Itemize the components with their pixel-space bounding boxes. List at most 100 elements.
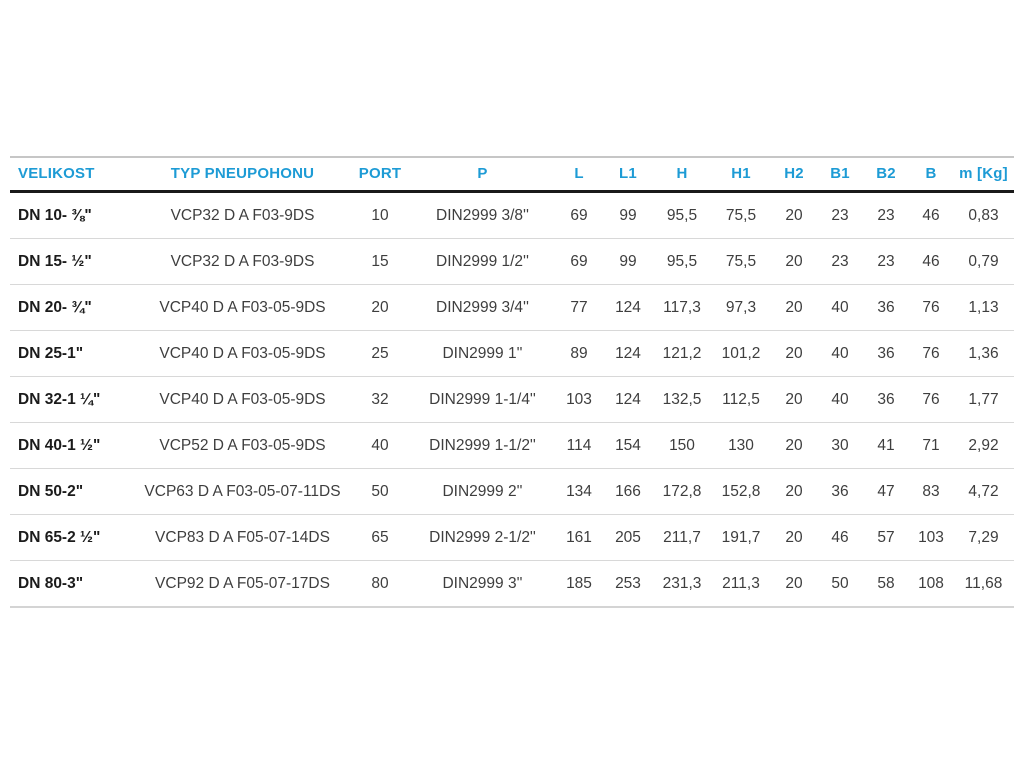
cell-p-row6: DIN2999 1-1/2'' [410, 422, 555, 469]
cell-b1-row4: 40 [817, 330, 863, 377]
cell-typ_pneupohonu-row7: VCP63 D A F03-05-07-11DS [135, 468, 350, 515]
cell-h1-row4: 101,2 [711, 330, 771, 377]
cell-l-row3: 77 [555, 284, 603, 331]
table-row-8: DN 65-2 ½" VCP83 D A F05-07-14DS 65 DIN2999… [10, 514, 1014, 561]
cell-b2-row6: 41 [863, 422, 909, 469]
cell-h-row6: 150 [653, 422, 711, 469]
cell-b-row8: 103 [909, 514, 953, 561]
cell-port-row6: 40 [350, 422, 410, 469]
cell-b1-row7: 36 [817, 468, 863, 515]
cell-b-row7: 83 [909, 468, 953, 515]
cell-h-row1: 95,5 [653, 191, 711, 239]
cell-h-row5: 132,5 [653, 376, 711, 423]
cell-l1-row2: 99 [603, 238, 653, 285]
cell-h2-row5: 20 [771, 376, 817, 423]
cell-h1-row7: 152,8 [711, 468, 771, 515]
cell-l1-row9: 253 [603, 560, 653, 608]
cell-port-row4: 25 [350, 330, 410, 377]
cell-l-row7: 134 [555, 468, 603, 515]
cell-h1-row2: 75,5 [711, 238, 771, 285]
column-header-b2: B2 [863, 156, 909, 193]
column-header-h: H [653, 156, 711, 193]
cell-m-row3: 1,13 [953, 284, 1014, 331]
cell-h2-row7: 20 [771, 468, 817, 515]
cell-b-row3: 76 [909, 284, 953, 331]
table-row-3: DN 20- ¾" VCP40 D A F03-05-9DS 20 DIN2999 3… [10, 284, 1014, 331]
cell-h1-row1: 75,5 [711, 191, 771, 239]
cell-port-row2: 15 [350, 238, 410, 285]
valve-actuator-spec-table-container: VELIKOST TYP PNEUPOHONU PORT P L L1 H H1 H2 B1 B2 B… [10, 156, 1014, 608]
cell-typ_pneupohonu-row1: VCP32 D A F03-9DS [135, 191, 350, 239]
table-row-2: DN 15- ½" VCP32 D A F03-9DS 15 DIN2999 1/2'… [10, 238, 1014, 285]
cell-b2-row8: 57 [863, 514, 909, 561]
cell-l-row1: 69 [555, 191, 603, 239]
cell-l-row8: 161 [555, 514, 603, 561]
column-header-l1: L1 [603, 156, 653, 193]
cell-m-row5: 1,77 [953, 376, 1014, 423]
cell-h2-row2: 20 [771, 238, 817, 285]
cell-h2-row9: 20 [771, 560, 817, 608]
cell-b2-row3: 36 [863, 284, 909, 331]
cell-l-row6: 114 [555, 422, 603, 469]
cell-typ_pneupohonu-row8: VCP83 D A F05-07-14DS [135, 514, 350, 561]
spec-table-body: DN 10- ⅜" VCP32 D A F03-9DS 10 DIN2999 3/8'… [10, 191, 1014, 608]
cell-b1-row3: 40 [817, 284, 863, 331]
cell-p-row5: DIN2999 1-1/4'' [410, 376, 555, 423]
cell-l-row9: 185 [555, 560, 603, 608]
cell-h-row2: 95,5 [653, 238, 711, 285]
cell-l1-row3: 124 [603, 284, 653, 331]
cell-l-row2: 69 [555, 238, 603, 285]
cell-port-row5: 32 [350, 376, 410, 423]
cell-m-row9: 11,68 [953, 560, 1014, 608]
cell-typ_pneupohonu-row5: VCP40 D A F03-05-9DS [135, 376, 350, 423]
column-header-h2: H2 [771, 156, 817, 193]
spec-table-header: VELIKOST TYP PNEUPOHONU PORT P L L1 H H1 H2 B1 B2 B… [10, 156, 1014, 193]
cell-b-row9: 108 [909, 560, 953, 608]
cell-m-row8: 7,29 [953, 514, 1014, 561]
cell-port-row1: 10 [350, 191, 410, 239]
cell-l-row5: 103 [555, 376, 603, 423]
header-row: VELIKOST TYP PNEUPOHONU PORT P L L1 H H1 H2 B1 B2 B… [10, 156, 1014, 193]
cell-h2-row1: 20 [771, 191, 817, 239]
cell-b-row5: 76 [909, 376, 953, 423]
table-row-1: DN 10- ⅜" VCP32 D A F03-9DS 10 DIN2999 3/8'… [10, 191, 1014, 239]
column-header-p: P [410, 156, 555, 193]
cell-m-row7: 4,72 [953, 468, 1014, 515]
cell-h1-row3: 97,3 [711, 284, 771, 331]
cell-h-row7: 172,8 [653, 468, 711, 515]
cell-l1-row5: 124 [603, 376, 653, 423]
column-header-l: L [555, 156, 603, 193]
table-row-9: DN 80-3" VCP92 D A F05-07-17DS 80 DIN2999 3… [10, 560, 1014, 608]
column-header-typ_pneupohonu: TYP PNEUPOHONU [135, 156, 350, 193]
cell-b2-row9: 58 [863, 560, 909, 608]
cell-b1-row2: 23 [817, 238, 863, 285]
cell-velikost-row8: DN 65-2 ½" [10, 514, 135, 561]
cell-typ_pneupohonu-row6: VCP52 D A F03-05-9DS [135, 422, 350, 469]
cell-b1-row1: 23 [817, 191, 863, 239]
cell-l1-row8: 205 [603, 514, 653, 561]
cell-velikost-row3: DN 20- ¾" [10, 284, 135, 331]
column-header-h1: H1 [711, 156, 771, 193]
cell-typ_pneupohonu-row3: VCP40 D A F03-05-9DS [135, 284, 350, 331]
cell-h-row8: 211,7 [653, 514, 711, 561]
cell-typ_pneupohonu-row9: VCP92 D A F05-07-17DS [135, 560, 350, 608]
cell-typ_pneupohonu-row2: VCP32 D A F03-9DS [135, 238, 350, 285]
valve-actuator-spec-table: VELIKOST TYP PNEUPOHONU PORT P L L1 H H1 H2 B1 B2 B… [10, 156, 1014, 608]
column-header-b: B [909, 156, 953, 193]
cell-h2-row4: 20 [771, 330, 817, 377]
cell-port-row9: 80 [350, 560, 410, 608]
column-header-port: PORT [350, 156, 410, 193]
cell-h1-row5: 112,5 [711, 376, 771, 423]
cell-port-row7: 50 [350, 468, 410, 515]
cell-p-row4: DIN2999 1'' [410, 330, 555, 377]
cell-p-row8: DIN2999 2-1/2'' [410, 514, 555, 561]
cell-p-row3: DIN2999 3/4'' [410, 284, 555, 331]
cell-l1-row1: 99 [603, 191, 653, 239]
cell-typ_pneupohonu-row4: VCP40 D A F03-05-9DS [135, 330, 350, 377]
cell-velikost-row4: DN 25-1" [10, 330, 135, 377]
cell-m-row2: 0,79 [953, 238, 1014, 285]
cell-velikost-row1: DN 10- ⅜" [10, 191, 135, 239]
cell-l1-row7: 166 [603, 468, 653, 515]
table-row-5: DN 32-1 ¼" VCP40 D A F03-05-9DS 32 DIN2999 … [10, 376, 1014, 423]
